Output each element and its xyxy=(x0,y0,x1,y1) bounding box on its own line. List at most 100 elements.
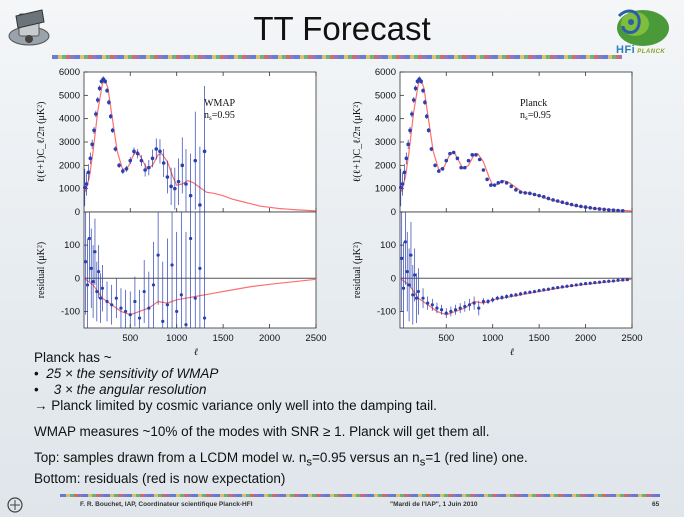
annotation-value: =0.95 xyxy=(528,110,551,121)
residual-point xyxy=(184,323,188,327)
text-line-1: Planck has ~ xyxy=(34,350,112,365)
annotation-value: =0.95 xyxy=(212,110,235,121)
residual-point xyxy=(509,293,513,298)
residual-point xyxy=(597,280,602,284)
subscript-s-2: s xyxy=(419,456,426,469)
residual-point xyxy=(570,283,574,288)
residual-point xyxy=(458,306,462,310)
residual-point xyxy=(560,285,564,289)
residual-point xyxy=(440,308,444,312)
data-point xyxy=(419,79,423,84)
data-point xyxy=(463,165,467,170)
residual-point xyxy=(170,263,174,267)
residual-point xyxy=(505,294,509,299)
data-point xyxy=(88,156,93,161)
data-point xyxy=(82,185,87,190)
data-point xyxy=(132,149,136,154)
x-tick-label: 2000 xyxy=(575,333,596,344)
residual-point xyxy=(486,299,490,304)
bottom-y-tick-label: -100 xyxy=(377,306,396,317)
data-point xyxy=(437,169,441,173)
data-point xyxy=(455,156,460,161)
residual-point xyxy=(449,309,453,314)
data-point xyxy=(139,158,144,163)
text-line-2: • 25 × the sensitivity of WMAP xyxy=(34,366,664,382)
top-y-tick-label: 4000 xyxy=(59,114,80,125)
residual-point xyxy=(85,283,90,287)
hfi-logo-label: HFi PLANCK xyxy=(616,44,665,56)
top-y-tick-label: 0 xyxy=(75,207,80,218)
residual-point xyxy=(407,283,411,287)
data-point xyxy=(616,208,620,213)
data-point xyxy=(537,193,541,198)
bottom-y-axis-label: residual (μK²) xyxy=(352,242,363,298)
subscript-s-1: s xyxy=(306,456,312,469)
residual-point xyxy=(124,309,128,314)
top-y-tick-label: 5000 xyxy=(59,90,80,101)
data-point xyxy=(528,191,532,196)
data-point xyxy=(198,203,202,207)
top-y-tick-label: 0 xyxy=(391,207,396,218)
annotation-subscript: s xyxy=(209,114,212,122)
data-point xyxy=(97,86,102,91)
data-point xyxy=(398,185,403,190)
x-tick-label: 1000 xyxy=(166,333,187,344)
residual-point xyxy=(87,236,91,241)
top-y-tick-label: 3000 xyxy=(375,137,396,148)
data-point xyxy=(565,201,569,206)
text-line-5: WMAP measures ~10% of the modes with SNR… xyxy=(34,424,490,439)
data-point xyxy=(606,208,611,212)
residual-point xyxy=(481,299,486,304)
top-y-tick-label: 3000 xyxy=(59,137,80,148)
data-point xyxy=(103,79,107,84)
bottom-y-tick-label: 100 xyxy=(64,240,80,251)
residual-point xyxy=(491,298,495,302)
data-point xyxy=(188,193,193,198)
slide-text: Planck has ~ • 25 × the sensitivity of W… xyxy=(34,350,664,487)
residual-point xyxy=(551,286,555,290)
x-tick-label: 2500 xyxy=(621,333,642,344)
data-point xyxy=(124,167,129,171)
planck-satellite-icon xyxy=(8,9,50,46)
data-point xyxy=(408,128,412,133)
residual-point xyxy=(89,266,93,270)
data-point xyxy=(161,161,166,165)
x-tick-label: 2500 xyxy=(305,333,326,344)
x-axis-label: ℓ xyxy=(194,347,198,358)
residual-point xyxy=(607,279,611,283)
data-point xyxy=(90,142,94,147)
data-point xyxy=(620,209,625,213)
top-y-tick-label: 6000 xyxy=(59,67,80,78)
data-point xyxy=(541,195,546,199)
residual-point xyxy=(523,291,527,295)
bullet: • xyxy=(34,382,39,397)
residual-point xyxy=(165,303,170,307)
x-tick-label: 500 xyxy=(438,333,454,344)
data-point xyxy=(509,184,514,189)
data-point xyxy=(500,179,504,184)
residual-point xyxy=(444,311,448,315)
residual-point xyxy=(409,253,413,257)
residual-point xyxy=(537,288,541,293)
top-y-tick-label: 6000 xyxy=(375,67,396,78)
residual-point xyxy=(147,306,151,310)
top-y-tick-label: 1000 xyxy=(375,184,396,195)
data-point xyxy=(108,114,113,119)
data-point xyxy=(143,168,147,172)
data-point xyxy=(602,207,606,212)
text-line-6-b: =0.95 versus an n xyxy=(311,450,420,465)
data-point xyxy=(492,183,497,187)
data-point xyxy=(459,165,463,170)
residual-point xyxy=(142,289,146,294)
data-point xyxy=(150,156,155,161)
bottom-y-tick-label: 100 xyxy=(380,240,396,251)
residual-point xyxy=(430,303,434,307)
data-point xyxy=(406,142,410,147)
data-point xyxy=(611,208,616,212)
data-point xyxy=(413,86,418,91)
data-point xyxy=(470,153,475,157)
data-point xyxy=(426,128,431,133)
data-point xyxy=(514,188,518,192)
